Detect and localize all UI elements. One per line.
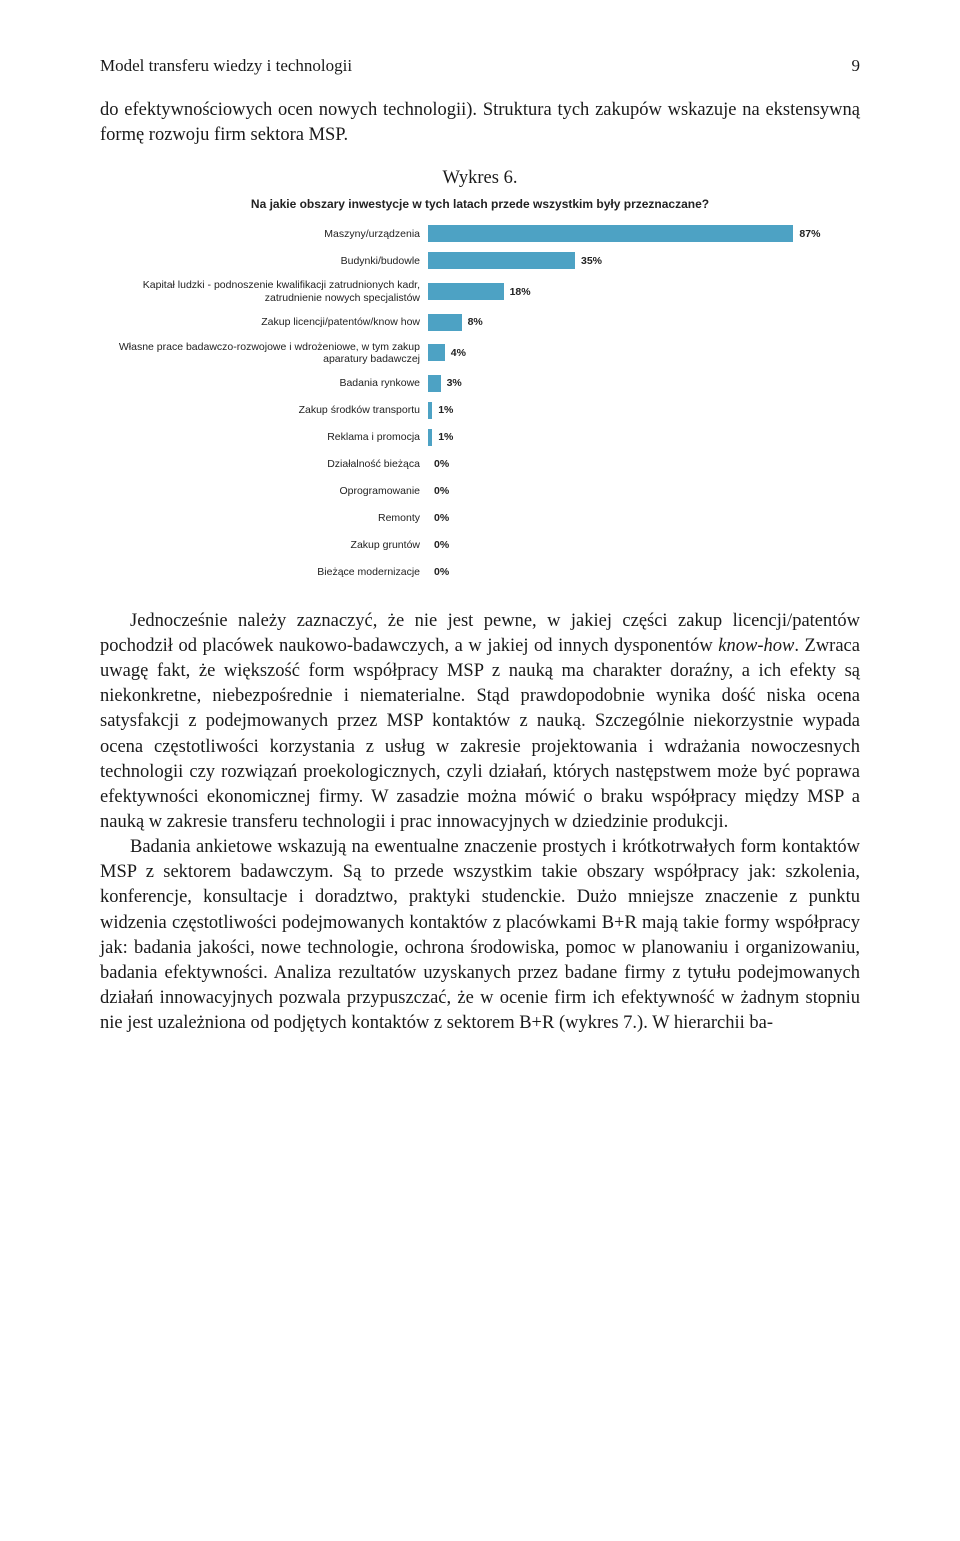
- chart-row-bar: 0%: [428, 483, 848, 500]
- paragraph-2: Badania ankietowe wskazują na ewentualne…: [100, 835, 860, 1036]
- chart-row-label: Kapitał ludzki - podnoszenie kwalifikacj…: [110, 279, 420, 303]
- bar-value-label: 1%: [438, 404, 453, 416]
- chart-row-bar: 18%: [428, 283, 848, 300]
- bar-fill: [428, 429, 432, 446]
- chart-row-label: Zakup środków transportu: [110, 404, 420, 416]
- chart-row-bar: 0%: [428, 537, 848, 554]
- chart-row-label: Działalność bieżąca: [110, 458, 420, 470]
- bar-fill: [428, 252, 575, 269]
- chart-row-label: Oprogramowanie: [110, 485, 420, 497]
- body-text-continued: Jednocześnie należy zaznaczyć, że nie je…: [100, 609, 860, 1037]
- chart-row-label: Maszyny/urządzenia: [110, 228, 420, 240]
- lead-paragraph: do efektywnościowych ocen nowych technol…: [100, 98, 860, 148]
- page: Model transferu wiedzy i technologii 9 d…: [0, 0, 960, 1116]
- chart-row-bar: 0%: [428, 456, 848, 473]
- chart: Na jakie obszary inwestycje w tych latac…: [110, 197, 850, 580]
- italic-knowhow: know-how: [718, 636, 794, 656]
- chart-row-label: Własne prace badawczo-rozwojowe i wdroże…: [110, 341, 420, 365]
- bar-value-label: 87%: [799, 228, 820, 240]
- bar-value-label: 0%: [434, 458, 449, 470]
- chart-row-label: Badania rynkowe: [110, 377, 420, 389]
- bar-value-label: 18%: [510, 286, 531, 298]
- chart-row-bar: 1%: [428, 402, 848, 419]
- running-title: Model transferu wiedzy i technologii: [100, 56, 352, 76]
- bar-value-label: 4%: [451, 347, 466, 359]
- bar-fill: [428, 375, 441, 392]
- bar-value-label: 0%: [434, 539, 449, 551]
- bar-value-label: 0%: [434, 485, 449, 497]
- paragraph-after-chart: Jednocześnie należy zaznaczyć, że nie je…: [100, 609, 860, 835]
- chart-row-bar: 0%: [428, 564, 848, 581]
- bar-value-label: 35%: [581, 255, 602, 267]
- chart-row-label: Budynki/budowle: [110, 255, 420, 267]
- bar-fill: [428, 314, 462, 331]
- bar-fill: [428, 402, 432, 419]
- chart-row-label: Bieżące modernizacje: [110, 566, 420, 578]
- chart-row-label: Remonty: [110, 512, 420, 524]
- bar-value-label: 3%: [447, 377, 462, 389]
- chart-row-bar: 87%: [428, 225, 848, 242]
- text-span: . Zwraca uwagę fakt, że większość form w…: [100, 636, 860, 832]
- chart-row-label: Zakup licencji/patentów/know how: [110, 316, 420, 328]
- bar-value-label: 0%: [434, 566, 449, 578]
- bar-fill: [428, 283, 504, 300]
- chart-row-bar: 4%: [428, 344, 848, 361]
- bar-value-label: 0%: [434, 512, 449, 524]
- chart-row-bar: 35%: [428, 252, 848, 269]
- bar-value-label: 1%: [438, 431, 453, 443]
- page-number: 9: [852, 56, 861, 76]
- chart-row-bar: 1%: [428, 429, 848, 446]
- chart-caption: Wykres 6.: [100, 166, 860, 191]
- chart-row-bar: 3%: [428, 375, 848, 392]
- chart-title: Na jakie obszary inwestycje w tych latac…: [110, 197, 850, 211]
- chart-rows: Maszyny/urządzenia 87% Budynki/budowle 35% K…: [110, 225, 850, 580]
- bar-value-label: 8%: [468, 316, 483, 328]
- chart-row-label: Zakup gruntów: [110, 539, 420, 551]
- bar-fill: [428, 225, 793, 242]
- chart-row-bar: 0%: [428, 510, 848, 527]
- chart-row-label: Reklama i promocja: [110, 431, 420, 443]
- body-text: do efektywnościowych ocen nowych technol…: [100, 98, 860, 191]
- chart-row-bar: 8%: [428, 314, 848, 331]
- bar-fill: [428, 344, 445, 361]
- running-head: Model transferu wiedzy i technologii 9: [100, 56, 860, 76]
